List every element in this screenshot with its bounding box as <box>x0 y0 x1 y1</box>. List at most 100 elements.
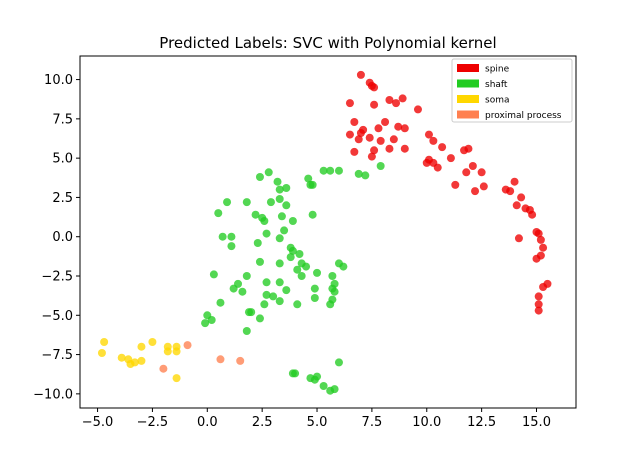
point-spine <box>534 306 543 315</box>
legend-label-spine: spine <box>485 65 510 75</box>
point-spine <box>539 283 548 291</box>
legend-label-soma: soma <box>485 96 509 106</box>
x-tick-label: −5.0 <box>82 415 114 430</box>
point-soma <box>172 347 181 356</box>
chart-title: Predicted Labels: SVC with Polynomial ke… <box>159 34 496 52</box>
point-spine <box>413 105 422 114</box>
point-soma <box>100 338 109 346</box>
point-shaft <box>255 173 264 181</box>
legend-label-proximal-process: proximal process <box>485 111 562 121</box>
point-shaft <box>275 259 284 268</box>
point-shaft <box>264 168 273 177</box>
point-shaft <box>319 382 328 390</box>
y-tick-label: 0.0 <box>52 230 73 245</box>
legend-swatch-shaft <box>457 79 479 88</box>
point-shaft <box>330 287 339 296</box>
point-shaft <box>302 262 311 271</box>
x-tick-label: 5.0 <box>307 415 328 430</box>
x-tick-label: 10.0 <box>412 415 441 430</box>
point-spine <box>433 163 442 172</box>
point-shaft <box>313 268 322 277</box>
y-tick-label: 10.0 <box>44 73 73 88</box>
point-shaft <box>361 171 370 180</box>
point-shaft <box>354 169 363 178</box>
point-shaft <box>201 319 210 328</box>
point-shaft <box>304 174 313 183</box>
point-shaft <box>334 166 343 175</box>
point-shaft <box>242 272 251 280</box>
point-proximal-process <box>216 355 225 364</box>
point-shaft <box>282 184 291 192</box>
point-spine <box>424 130 433 139</box>
point-proximal-process <box>236 356 245 365</box>
y-tick-label: 2.5 <box>52 191 73 206</box>
point-shaft <box>255 257 264 266</box>
y-tick-label: −7.5 <box>41 348 73 363</box>
point-shaft <box>288 246 297 255</box>
point-soma <box>130 358 139 367</box>
point-spine <box>534 292 543 301</box>
point-shaft <box>251 210 260 219</box>
legend-items: spine shaft soma proximal process <box>457 64 562 121</box>
point-spine <box>367 152 376 161</box>
point-shaft <box>255 314 264 323</box>
point-shaft <box>326 166 335 175</box>
point-spine <box>385 144 394 153</box>
point-spine <box>398 94 407 103</box>
point-spine <box>350 118 359 126</box>
point-shaft <box>330 385 339 394</box>
point-shaft <box>223 198 232 207</box>
point-spine <box>385 96 394 104</box>
y-tick-label: 5.0 <box>52 152 73 167</box>
points-layer <box>97 70 552 395</box>
point-soma <box>137 342 146 351</box>
point-spine <box>536 235 545 244</box>
x-axis: −5.0 −2.5 0.0 2.5 5.0 7.5 10.0 12.5 15.0 <box>82 408 551 430</box>
point-spine <box>422 158 431 167</box>
x-tick-label: 7.5 <box>362 415 383 430</box>
x-tick-label: −2.5 <box>137 415 169 430</box>
point-shaft <box>238 287 247 296</box>
point-shaft <box>376 162 385 170</box>
point-shaft <box>275 278 284 287</box>
point-shaft <box>328 295 337 304</box>
point-shaft <box>275 195 284 203</box>
point-spine <box>446 154 455 163</box>
point-spine <box>477 168 486 177</box>
point-spine <box>517 193 526 202</box>
point-shaft <box>282 201 291 210</box>
point-shaft <box>262 290 271 299</box>
point-spine <box>354 135 363 144</box>
point-shaft <box>280 226 289 235</box>
point-spine <box>350 147 359 156</box>
y-tick-label: 7.5 <box>52 112 73 127</box>
point-spine <box>374 124 383 133</box>
point-proximal-process <box>159 364 168 373</box>
point-shaft <box>209 270 218 279</box>
point-soma <box>97 349 106 357</box>
point-shaft <box>242 198 251 207</box>
point-spine <box>539 243 548 252</box>
legend-swatch-proximal-process <box>457 110 479 119</box>
point-shaft <box>253 239 262 247</box>
point-spine <box>394 122 403 131</box>
legend-label-shaft: shaft <box>485 80 508 90</box>
x-tick-label: 0.0 <box>197 415 218 430</box>
point-spine <box>429 136 438 145</box>
point-shaft <box>275 185 284 194</box>
point-spine <box>389 135 398 144</box>
point-shaft <box>297 272 306 280</box>
point-shaft <box>227 242 236 251</box>
point-spine <box>471 187 480 196</box>
x-tick-label: 15.0 <box>522 415 551 430</box>
point-proximal-process <box>183 341 192 350</box>
point-shaft <box>291 369 300 378</box>
point-shaft <box>328 272 337 280</box>
point-spine <box>356 70 365 79</box>
point-shaft <box>277 212 286 221</box>
point-spine <box>400 124 409 133</box>
point-spine <box>392 99 401 108</box>
point-spine <box>345 99 354 108</box>
point-spine <box>514 234 523 243</box>
